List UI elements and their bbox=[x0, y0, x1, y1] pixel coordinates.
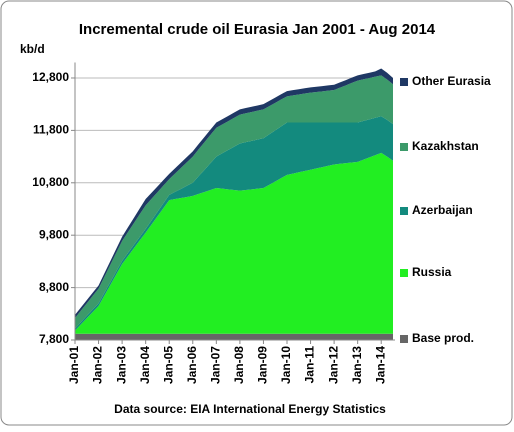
y-tick-label: 7,800 bbox=[39, 332, 69, 346]
legend-label: Russia bbox=[412, 265, 452, 279]
area bbox=[75, 75, 393, 329]
y-tick-label: 12,800 bbox=[32, 70, 69, 84]
source-note: Data source: EIA International Energy St… bbox=[114, 402, 386, 416]
x-tick-label: Jan-02 bbox=[91, 346, 105, 384]
legend-label: Azerbaijan bbox=[412, 203, 473, 217]
area bbox=[75, 152, 393, 334]
y-tick-label: 9,800 bbox=[39, 227, 69, 241]
legend-swatch bbox=[400, 335, 408, 343]
area bbox=[75, 333, 393, 340]
x-tick-label: Jan-11 bbox=[303, 346, 317, 384]
x-tick-label: Jan-14 bbox=[373, 346, 387, 384]
axes: 7,800 8,800 9,800 10,800 11,800 12,800 Base pr… bbox=[32, 62, 491, 384]
x-tick-label: Jan-01 bbox=[67, 346, 81, 384]
chart-title: Incremental crude oil Eurasia Jan 2001 -… bbox=[79, 21, 436, 38]
legend-swatch bbox=[400, 269, 408, 277]
x-tick-label: Jan-09 bbox=[256, 346, 270, 384]
x-tick-label: Jan-08 bbox=[232, 346, 246, 384]
legend-swatch bbox=[400, 207, 408, 215]
x-tick-label: Jan-10 bbox=[279, 346, 293, 384]
x-tick-label: Jan-06 bbox=[185, 346, 199, 384]
x-tick-label: Jan-07 bbox=[209, 346, 223, 384]
legend-label: Kazakhstan bbox=[412, 139, 479, 153]
legend-label: Other Eurasia bbox=[412, 74, 491, 88]
x-tick-label: Jan-13 bbox=[350, 346, 364, 384]
x-tick-label: Jan-03 bbox=[114, 346, 128, 384]
legend-label: Base prod. bbox=[412, 331, 474, 345]
y-tick-label: 10,800 bbox=[32, 175, 69, 189]
x-tick-label: Jan-12 bbox=[326, 346, 340, 384]
y-tick-label: 11,800 bbox=[33, 123, 69, 137]
y-axis-label: kb/d bbox=[20, 42, 45, 56]
legend-swatch bbox=[400, 143, 408, 151]
area bbox=[75, 116, 393, 331]
legend-swatch bbox=[400, 78, 408, 86]
x-tick-label: Jan-05 bbox=[161, 346, 175, 384]
x-tick-label: Jan-04 bbox=[138, 346, 152, 384]
plot-area bbox=[75, 68, 393, 340]
y-tick-label: 8,800 bbox=[39, 280, 69, 294]
